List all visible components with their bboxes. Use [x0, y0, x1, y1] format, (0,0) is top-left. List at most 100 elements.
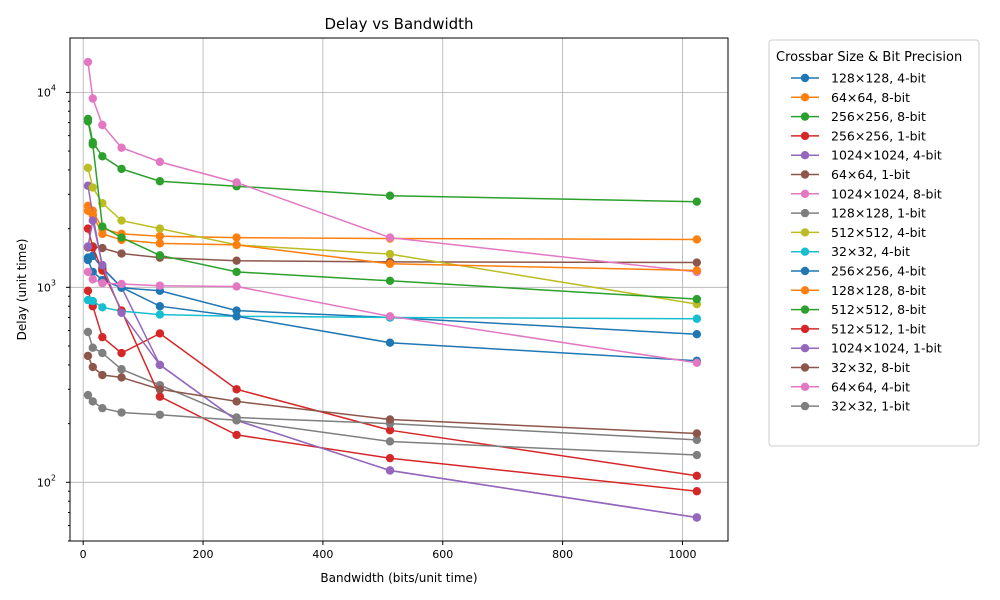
legend-items: 128×128, 4-bit 64×64, 8-bit 256×256, 8-bit… [791, 71, 942, 414]
legend-swatch-marker [800, 170, 810, 179]
y-tick-label: 102 [37, 473, 56, 489]
data-point [83, 286, 93, 295]
series-line [87, 121, 697, 300]
legend-label: 1024×1024, 4-bit [831, 148, 942, 163]
data-point [88, 94, 97, 103]
data-point [98, 332, 107, 342]
data-point [155, 177, 165, 186]
data-point [692, 487, 702, 496]
data-point [88, 397, 97, 406]
data-point [232, 430, 241, 440]
data-point [83, 327, 93, 337]
legend: Crossbar Size & Bit Precision 128×128, 4… [768, 39, 980, 447]
series-13 [83, 117, 702, 304]
data-point [98, 229, 107, 239]
data-point [83, 390, 93, 400]
x-tick-label: 600 [432, 548, 453, 561]
data-point [117, 373, 126, 382]
data-point [385, 415, 395, 424]
legend-swatch-marker [800, 286, 810, 295]
data-point [692, 358, 702, 368]
data-point [98, 260, 107, 270]
data-point [692, 235, 702, 244]
legend-box [768, 39, 980, 447]
data-point [692, 266, 702, 275]
legend-swatch-marker [800, 189, 810, 198]
data-point [385, 338, 395, 347]
legend-swatch-marker [800, 266, 810, 276]
data-point [83, 224, 93, 233]
data-point [155, 224, 165, 233]
legend-item: 32×32, 8-bit [791, 360, 910, 375]
series-7 [83, 57, 702, 277]
data-point [117, 279, 126, 289]
data-point [83, 117, 93, 126]
data-point [385, 249, 395, 259]
data-point [232, 282, 241, 291]
legend-label: 64×64, 8-bit [831, 90, 910, 105]
data-point [385, 191, 395, 200]
data-point [117, 408, 126, 417]
series-layer [83, 57, 702, 522]
data-point [692, 197, 702, 206]
data-point [155, 231, 165, 241]
legend-swatch-marker [800, 324, 810, 334]
data-point [692, 314, 702, 323]
legend-swatch-marker [800, 73, 810, 83]
legend-item: 128×128, 1-bit [791, 206, 926, 221]
legend-item: 1024×1024, 1-bit [791, 341, 942, 356]
data-point [88, 296, 97, 306]
data-point [83, 163, 93, 173]
data-point [155, 302, 165, 311]
series-17 [83, 267, 702, 368]
legend-item: 64×64, 1-bit [791, 167, 910, 182]
series-line [87, 290, 697, 477]
data-point [155, 410, 165, 419]
data-point [385, 312, 395, 321]
data-point [692, 258, 702, 267]
data-point [385, 233, 395, 242]
x-axis: 0 200 400 600 800 1000 [80, 541, 696, 561]
data-point [385, 276, 395, 286]
legend-swatch-marker [800, 93, 810, 102]
y-tick-exponent: 4 [51, 83, 56, 92]
data-point [88, 216, 97, 225]
data-point [117, 308, 126, 318]
legend-label: 256×256, 1-bit [831, 128, 926, 143]
legend-item: 256×256, 1-bit [791, 128, 926, 143]
legend-item: 64×64, 8-bit [791, 90, 910, 105]
data-point [88, 140, 97, 149]
x-tick-label: 0 [80, 548, 87, 561]
series-line [87, 220, 697, 519]
data-point [83, 57, 93, 67]
data-point [98, 278, 107, 288]
data-point [692, 435, 702, 445]
legend-label: 512×512, 8-bit [831, 302, 926, 317]
legend-item: 1024×1024, 4-bit [791, 148, 942, 163]
data-point [232, 267, 241, 277]
data-point [117, 348, 126, 358]
data-point [83, 267, 93, 277]
data-point [117, 365, 126, 374]
legend-item: 512×512, 1-bit [791, 321, 926, 336]
data-point [98, 370, 107, 380]
data-point [232, 256, 241, 265]
x-tick-label: 200 [193, 548, 214, 561]
data-point [155, 239, 165, 248]
x-axis-label: Bandwidth (bits/unit time) [320, 571, 477, 585]
y-tick-base: 10 [37, 476, 51, 489]
legend-item: 512×512, 8-bit [791, 302, 926, 317]
data-point [117, 164, 126, 174]
legend-label: 1024×1024, 1-bit [831, 341, 942, 356]
x-tick-label: 400 [312, 548, 333, 561]
data-point [155, 329, 165, 338]
x-tick-label: 800 [552, 548, 573, 561]
data-point [692, 329, 702, 339]
legend-label: 64×64, 1-bit [831, 167, 910, 182]
y-tick-exponent: 3 [51, 278, 56, 287]
legend-item: 256×256, 8-bit [791, 109, 926, 124]
data-point [98, 243, 107, 253]
legend-label: 128×128, 1-bit [831, 206, 926, 221]
